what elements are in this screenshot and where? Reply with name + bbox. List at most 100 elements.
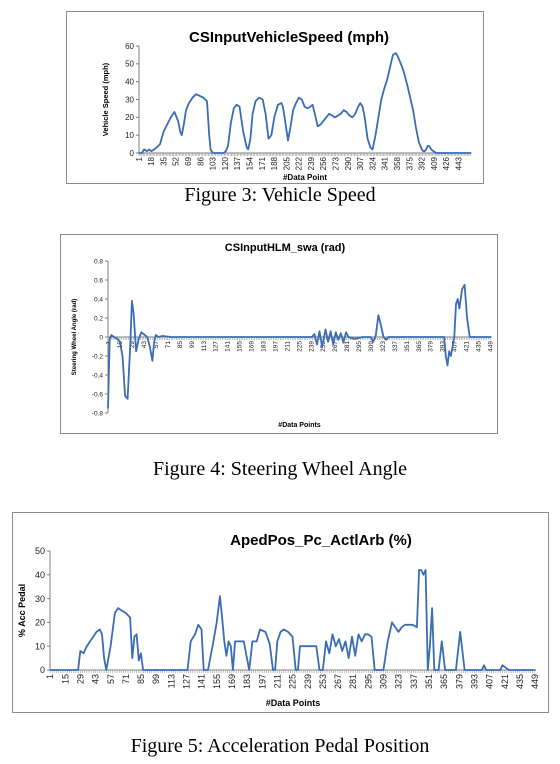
data-point	[421, 148, 423, 150]
data-point	[427, 145, 429, 147]
data-point	[166, 123, 168, 126]
data-point	[388, 336, 390, 338]
data-point	[534, 669, 536, 671]
data-series-line	[139, 52, 471, 154]
x-tick-label: 309	[368, 341, 375, 352]
data-point	[280, 631, 282, 633]
data-point	[364, 116, 366, 118]
data-point	[230, 645, 232, 647]
data-point	[340, 332, 342, 334]
data-point	[207, 669, 209, 671]
x-tick-label: 407	[485, 674, 495, 689]
data-point	[120, 609, 122, 612]
chart-title: CSInputVehicleSpeed (mph)	[189, 29, 389, 46]
data-point	[233, 107, 235, 109]
data-point	[401, 626, 403, 628]
data-point	[324, 328, 327, 330]
data-point	[401, 66, 403, 68]
x-tick-label: 99	[189, 341, 196, 349]
data-point	[315, 645, 317, 647]
data-point	[354, 655, 356, 657]
data-point	[353, 338, 356, 340]
data-point	[386, 79, 388, 81]
x-tick-label: 365	[439, 674, 449, 689]
x-tick-label: 239	[303, 674, 313, 689]
data-point	[284, 120, 286, 122]
x-tick-label: 281	[344, 341, 351, 352]
data-point	[101, 633, 103, 635]
x-tick-label: 253	[320, 341, 327, 352]
data-point	[364, 633, 366, 635]
data-point	[380, 325, 382, 327]
data-point	[443, 336, 445, 338]
data-point	[443, 152, 445, 154]
data-point	[243, 640, 245, 642]
y-tick-label: 10	[35, 641, 45, 651]
data-point	[328, 652, 330, 654]
y-tick-label: 0	[130, 149, 135, 158]
x-tick-label: 351	[424, 674, 434, 689]
data-point	[301, 98, 303, 101]
y-tick-label: 60	[125, 42, 134, 51]
data-point	[397, 631, 400, 633]
y-tick-label: -0.8	[92, 410, 104, 417]
data-point	[331, 115, 333, 117]
data-point	[95, 631, 98, 633]
data-point	[382, 669, 384, 671]
data-point	[430, 336, 432, 338]
data-point	[325, 640, 327, 642]
x-tick-label: 358	[393, 156, 402, 170]
data-point	[311, 336, 313, 338]
data-point	[375, 334, 377, 336]
x-tick-label: 1	[135, 156, 144, 161]
x-tick-label: 295	[363, 674, 373, 689]
x-tick-label: 188	[270, 156, 279, 170]
data-point	[142, 669, 144, 671]
data-point	[468, 669, 470, 671]
data-point	[406, 84, 408, 86]
x-tick-label: 222	[295, 156, 304, 170]
chart-panel-vehicle-speed: CSInputVehicleSpeed (mph) 0 10 20 30 40 50 60 1 1…	[66, 11, 484, 184]
data-point	[318, 669, 321, 671]
x-tick-label: 267	[332, 341, 339, 352]
data-point	[298, 97, 300, 99]
data-point	[143, 148, 145, 150]
data-point	[357, 633, 360, 635]
data-point	[282, 106, 284, 108]
data-point	[457, 298, 459, 300]
data-point	[138, 152, 140, 154]
data-point	[309, 106, 311, 108]
x-tick-label: 225	[288, 674, 298, 689]
data-point	[432, 150, 434, 152]
data-point	[461, 288, 463, 291]
data-point	[481, 336, 484, 338]
x-tick-label: 256	[319, 156, 328, 170]
data-point	[361, 640, 363, 642]
x-axis-label: #Data Point	[283, 173, 327, 182]
x-tick-label: 29	[129, 341, 136, 349]
data-point	[331, 633, 334, 635]
y-tick-label: 50	[35, 546, 45, 556]
data-point	[372, 341, 374, 343]
data-point	[119, 341, 121, 343]
data-point	[429, 645, 431, 647]
data-point	[416, 626, 418, 628]
data-point	[237, 640, 239, 642]
chart-panel-acceleration-pedal: ApedPos_Pc_ActlArb (%) 0 10 20 30 40 50 1 15 29 43…	[12, 512, 549, 713]
data-point	[322, 669, 324, 671]
data-point	[194, 633, 196, 635]
y-tick-label: 30	[125, 95, 134, 104]
data-point	[200, 628, 203, 631]
x-tick-label: 57	[106, 674, 116, 684]
data-point	[420, 569, 422, 571]
data-point	[321, 345, 323, 348]
chart-steering-wheel-angle: CSInputHLM_swa (rad) -0.8 -0.6 -0.4 -0.2 0 0.2…	[72, 242, 494, 429]
data-point	[407, 624, 409, 626]
data-point	[292, 109, 294, 111]
data-point	[79, 650, 81, 652]
x-tick-label: 211	[284, 341, 291, 352]
data-point	[445, 152, 447, 154]
x-tick-label: 337	[409, 674, 419, 689]
data-point	[148, 148, 150, 150]
data-point	[113, 336, 115, 338]
